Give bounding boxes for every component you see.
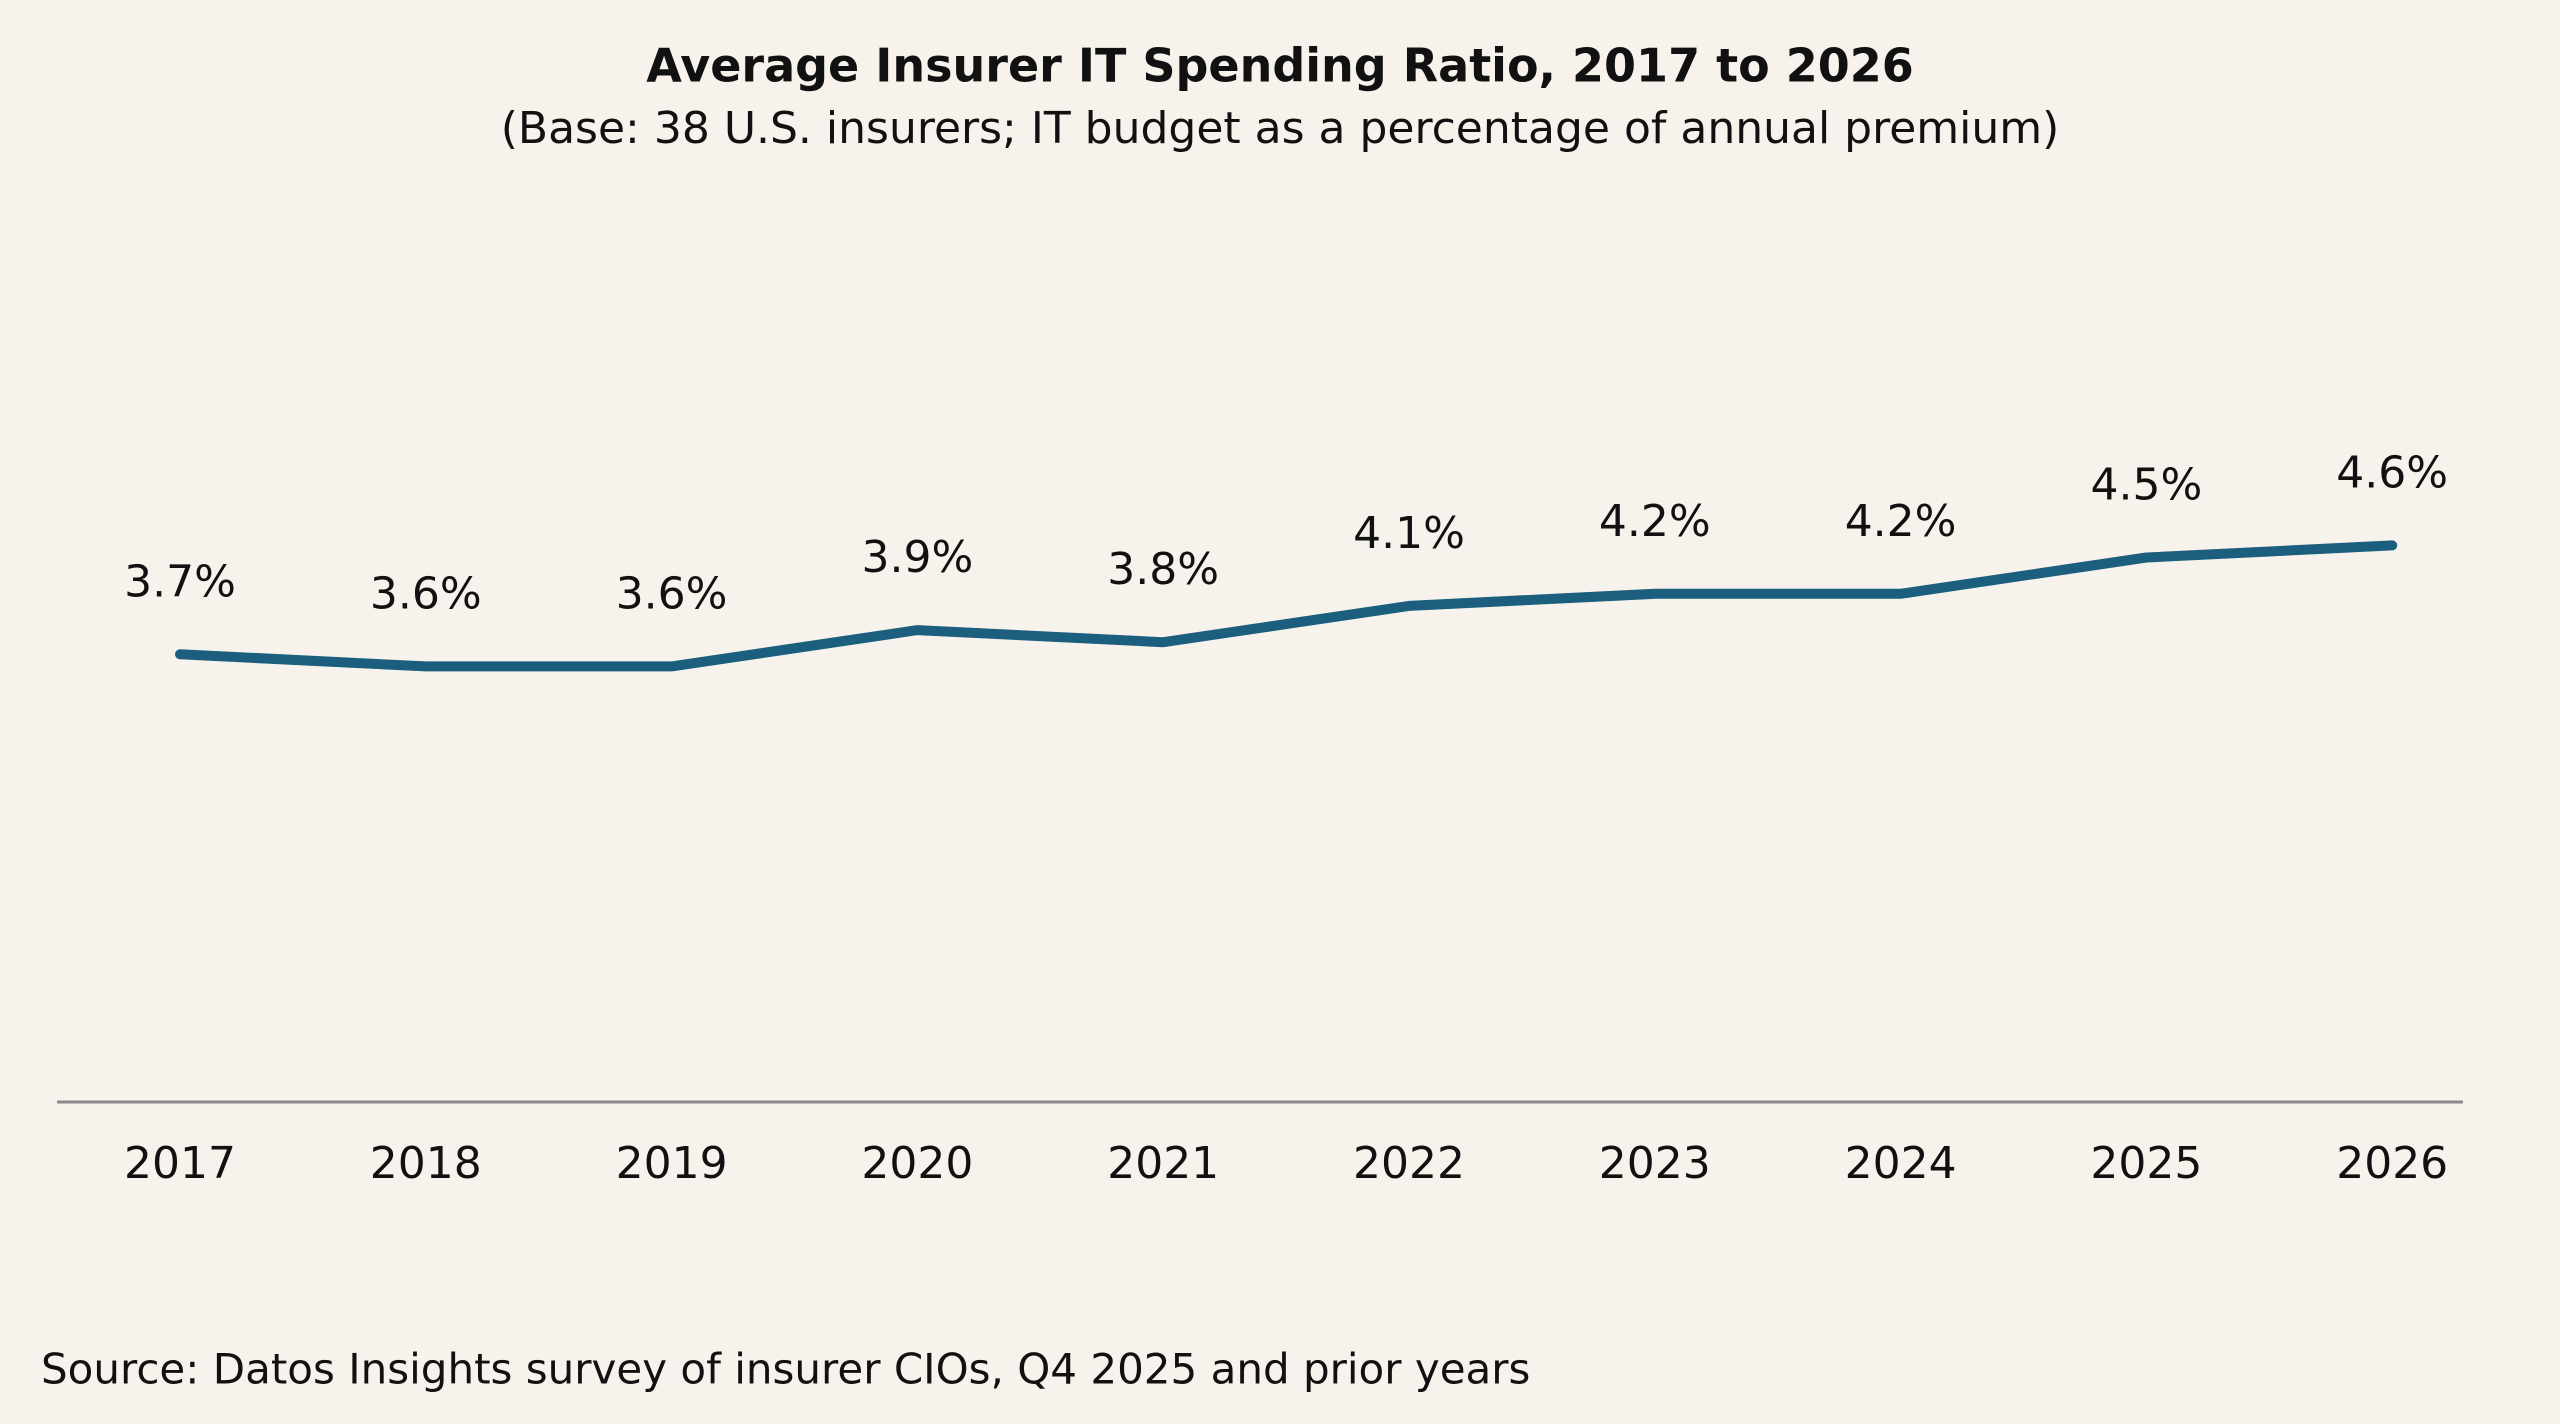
data-label: 3.6% bbox=[616, 568, 728, 619]
x-tick-label: 2021 bbox=[1107, 1138, 1219, 1189]
data-label: 3.9% bbox=[862, 532, 974, 583]
x-tick-label: 2023 bbox=[1599, 1138, 1711, 1189]
data-label: 3.8% bbox=[1107, 544, 1219, 595]
source-note: Source: Datos Insights survey of insurer… bbox=[41, 1345, 1530, 1394]
x-tick-label: 2022 bbox=[1353, 1138, 1465, 1189]
x-tick-label: 2026 bbox=[2336, 1138, 2448, 1189]
data-line bbox=[175, 540, 2398, 672]
data-label: 4.6% bbox=[2336, 447, 2448, 498]
x-tick-label: 2018 bbox=[370, 1138, 482, 1189]
x-tick-label: 2024 bbox=[1845, 1138, 1957, 1189]
data-label: 4.5% bbox=[2091, 460, 2203, 511]
data-label: 4.2% bbox=[1845, 496, 1957, 547]
x-tick-label: 2019 bbox=[616, 1138, 728, 1189]
x-tick-label: 2025 bbox=[2090, 1138, 2202, 1189]
chart-subtitle: (Base: 38 U.S. insurers; IT budget as a … bbox=[501, 103, 2060, 154]
x-tick-label: 2017 bbox=[124, 1138, 236, 1189]
x-tick-label: 2020 bbox=[861, 1138, 973, 1189]
chart-title: Average Insurer IT Spending Ratio, 2017 … bbox=[646, 39, 1913, 93]
data-label: 3.6% bbox=[370, 568, 482, 619]
data-label: 4.2% bbox=[1599, 496, 1711, 547]
data-label: 3.7% bbox=[124, 556, 236, 607]
data-label: 4.1% bbox=[1353, 508, 1465, 559]
